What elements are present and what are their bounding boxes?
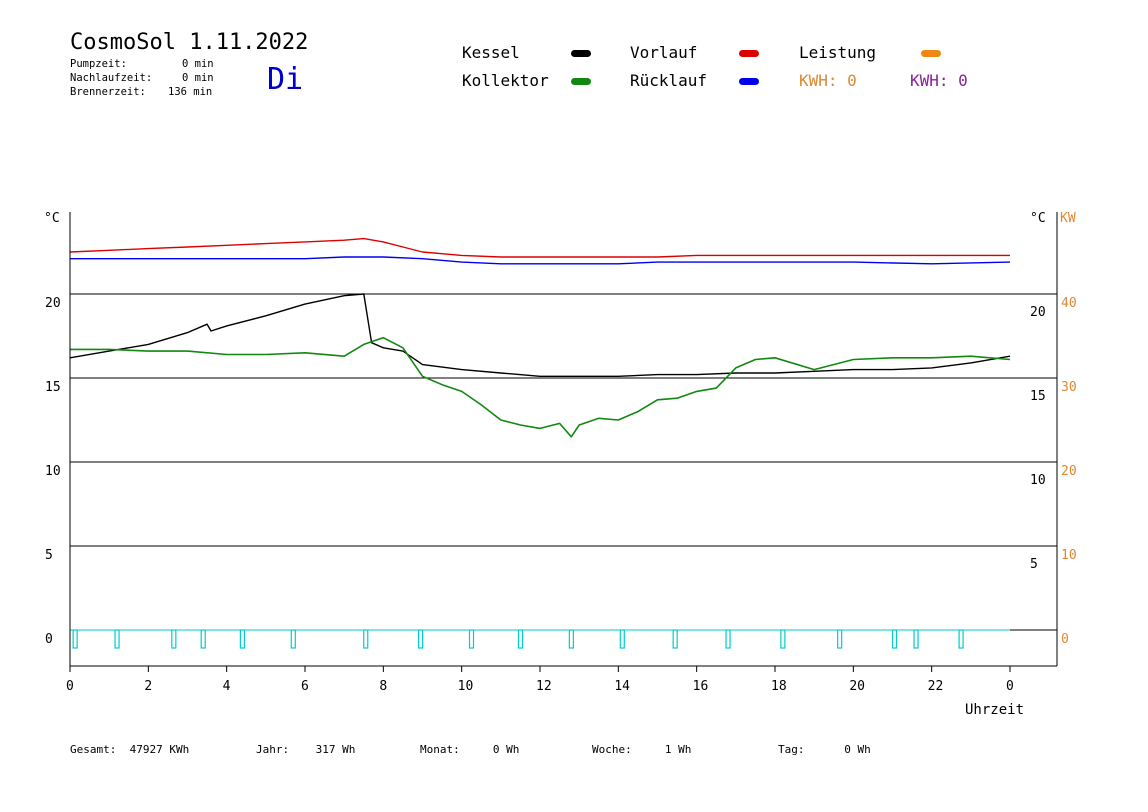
- weekday-label: Di: [267, 62, 304, 97]
- y-right-tick: 15: [1030, 389, 1046, 404]
- pulse-mark: [913, 629, 919, 649]
- legend-kessel-swatch: [571, 50, 591, 57]
- pumpzeit-label: Pumpzeit:: [70, 58, 127, 70]
- pump-pulses: [70, 629, 1010, 649]
- y-left-tick: 0: [45, 632, 53, 647]
- footer-gesamt: Gesamt: 47927 KWh: [70, 743, 190, 756]
- x-tick-label: 4: [223, 679, 231, 694]
- legend-leistung-swatch: [921, 50, 941, 57]
- y-right-unit: °C: [1030, 211, 1046, 226]
- pulse-mark: [725, 629, 731, 649]
- x-tick-label: 2: [144, 679, 152, 694]
- pulse-mark: [672, 629, 678, 649]
- nachlaufzeit-value: 0 min: [182, 72, 214, 84]
- pulse-mark: [619, 629, 625, 649]
- pulse-mark: [171, 629, 177, 649]
- pulse-mark: [363, 629, 369, 649]
- y-left-unit: °C: [44, 211, 60, 226]
- series-line-rücklauf: [70, 256, 1011, 265]
- pulse-mark: [958, 629, 964, 649]
- y-kw-tick: 10: [1061, 548, 1077, 563]
- page-title: CosmoSol 1.11.2022: [70, 30, 309, 55]
- x-tick-label: 0: [66, 679, 74, 694]
- x-axis-label: Uhrzeit: [965, 702, 1024, 718]
- pulse-mark: [290, 629, 296, 649]
- y-kw-tick: 30: [1061, 380, 1077, 395]
- brennerzeit-label: Brennerzeit:: [70, 86, 146, 98]
- y-left-tick: 20: [45, 296, 61, 311]
- x-tick-label: 12: [536, 679, 552, 694]
- y-left-tick: 15: [45, 380, 61, 395]
- legend-vorlauf-label: Vorlauf: [630, 43, 698, 62]
- axes: [69, 212, 1058, 667]
- legend-vorlauf-swatch: [739, 50, 759, 57]
- pulse-mark: [417, 629, 424, 649]
- x-tick-label: 8: [379, 679, 387, 694]
- pulse-mark: [200, 629, 206, 649]
- pulse-mark: [891, 629, 898, 649]
- y-kw-tick: 40: [1061, 296, 1077, 311]
- footer-monat: Monat: 0 Wh: [420, 743, 520, 756]
- legend-kollektor-label: Kollektor: [462, 71, 549, 90]
- pulse-mark: [468, 629, 475, 649]
- x-tick-label: 14: [614, 679, 630, 694]
- x-tick-label: 10: [458, 679, 474, 694]
- y-right-tick: 20: [1030, 305, 1046, 320]
- grid: [70, 293, 1057, 631]
- y-left-tick: 5: [45, 548, 53, 563]
- footer-tag: Tag: 0 Wh: [778, 743, 871, 756]
- x-tick-label: 16: [693, 679, 709, 694]
- x-tick-label: 20: [849, 679, 865, 694]
- pulse-mark: [114, 629, 120, 649]
- nachlaufzeit-label: Nachlaufzeit:: [70, 72, 153, 84]
- y-kw-tick: 20: [1061, 464, 1077, 479]
- legend-kollektor-swatch: [571, 78, 591, 85]
- y-left-tick: 10: [45, 464, 61, 479]
- series-lines: [69, 237, 1011, 438]
- legend-kessel-label: Kessel: [462, 43, 520, 62]
- pumpzeit-value: 0 min: [182, 58, 214, 70]
- legend-kwh-purple: KWH: 0: [910, 71, 968, 90]
- pulse-mark: [780, 629, 786, 649]
- x-tick-label: 18: [771, 679, 787, 694]
- y-right-tick: 10: [1030, 473, 1046, 488]
- footer-woche: Woche: 1 Wh: [592, 743, 692, 756]
- legend-ruecklauf-label: Rücklauf: [630, 71, 708, 90]
- y-kw-unit: KW: [1060, 211, 1076, 226]
- pulse-mark: [72, 629, 78, 649]
- series-line-kessel: [69, 293, 1011, 377]
- legend-kwh-orange: KWH: 0: [799, 71, 857, 90]
- x-tick-label: 6: [301, 679, 309, 694]
- pulse-mark: [837, 629, 843, 649]
- pulse-mark: [517, 629, 524, 649]
- brennerzeit-value: 136 min: [168, 86, 213, 98]
- tick-labels: 0 5 10 15 20 5 10 15 20 0 10 20 30 40 0 2 4 6 8 10 12 14 16 18 2…: [45, 296, 1077, 694]
- legend-leistung-label: Leistung: [799, 43, 877, 62]
- pulse-mark: [239, 629, 245, 649]
- y-right-tick: 5: [1030, 557, 1038, 572]
- x-tick-label: 0: [1006, 679, 1014, 694]
- pulse-mark: [568, 629, 574, 649]
- series-line-vorlauf: [69, 237, 1010, 258]
- legend-ruecklauf-swatch: [739, 78, 759, 85]
- footer-jahr: Jahr: 317 Wh: [256, 743, 356, 756]
- x-tick-label: 22: [928, 679, 944, 694]
- series-line-kollektor: [70, 336, 1011, 438]
- y-kw-tick: 0: [1061, 632, 1069, 647]
